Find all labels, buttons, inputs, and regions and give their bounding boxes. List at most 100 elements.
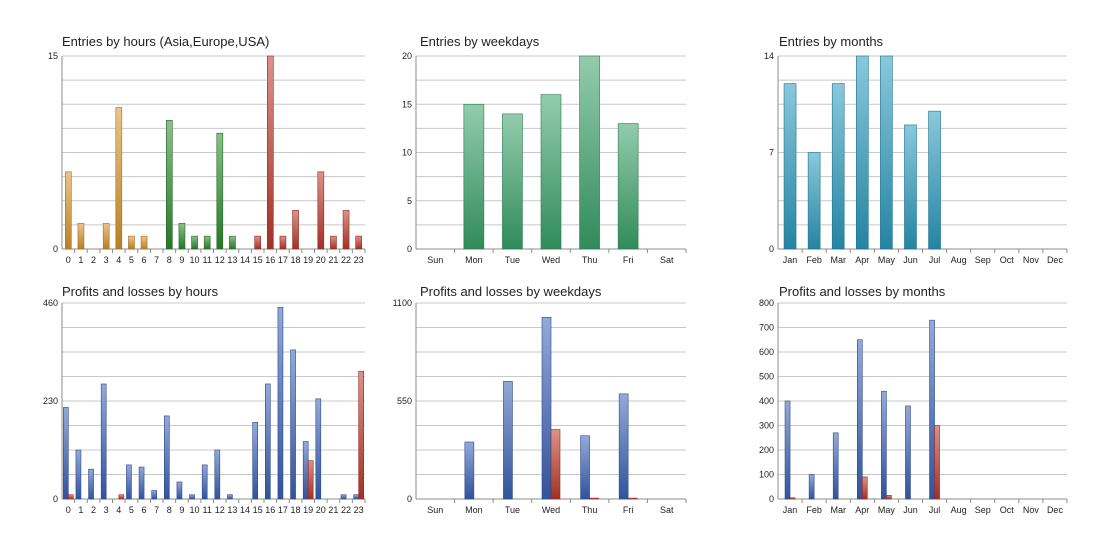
y-tick-label: 700 [759,323,774,333]
x-tick-label: Jan [783,505,798,515]
bar [88,468,94,500]
x-tick-label: 23 [354,255,364,265]
y-tick-label: 300 [759,421,774,431]
bar [292,210,299,250]
bar [807,152,821,250]
chart-title: Entries by weekdays [420,34,540,49]
x-tick-label: 6 [142,255,147,265]
bar [503,381,513,500]
bar [128,235,135,250]
x-tick-label: 1 [78,255,83,265]
x-tick-label: Sat [660,255,674,265]
chart-profits-losses-by-weekdays-svg: Profits and losses by weekdays 0 550 1100 S… [393,284,687,515]
x-tick-label: Wed [542,255,560,265]
bar [252,422,258,500]
x-tick-label: 6 [142,505,147,515]
bar [63,407,69,500]
x-tick-label: 22 [341,255,351,265]
bar [191,235,198,250]
bar [627,497,638,500]
bar [928,110,941,250]
y-tick-label: 0 [407,494,412,504]
x-tick-label: 2 [91,255,96,265]
bar [617,123,639,250]
x-tick-label: 12 [215,255,225,265]
x-tick-label: 17 [278,255,288,265]
y-tick-label: 0 [769,244,774,254]
x-tick-label: Sep [975,255,991,265]
x-tick-label: 22 [341,505,351,515]
bar [189,494,195,500]
bar [65,171,72,250]
bar [589,497,599,500]
chart-profits-losses-by-hours: Profits and losses by hours 0 230 460 0 1 2 3 4… [0,272,371,544]
bar [783,83,797,250]
bar [579,55,600,250]
y-tick-label: 7 [769,148,774,158]
bar [463,103,485,250]
bar [540,94,562,250]
y-tick-label: 0 [53,494,58,504]
bar [541,316,552,500]
x-tick-label: Jul [929,505,941,515]
chart-title: Profits and losses by months [779,284,946,299]
chart-entries-by-weekdays: Entries by weekdays 0 5 10 15 20 Sun Mon Tue Wed… [371,0,742,272]
x-tick-label: May [878,505,896,515]
bar [832,432,839,500]
x-tick-label: 12 [215,505,225,515]
x-tick-label: 16 [265,505,275,515]
x-tick-label: 20 [316,505,326,515]
bar [340,494,347,500]
x-tick-label: Nov [1023,505,1040,515]
x-tick-label: Mar [830,505,846,515]
x-tick-label: 19 [303,505,313,515]
x-tick-label: 8 [167,255,172,265]
y-tick-label: 5 [407,196,412,206]
x-tick-label: Jul [929,255,941,265]
x-tick-label: Oct [1000,255,1015,265]
y-tick-label: 15 [48,51,58,61]
x-tick-label: 15 [253,505,263,515]
x-tick-label: 13 [227,255,237,265]
bar [166,120,173,250]
x-tick-label: Apr [855,255,869,265]
x-tick-label: Aug [951,255,967,265]
x-tick-label: Apr [855,505,869,515]
x-tick-label: 10 [190,505,200,515]
bar [151,490,157,500]
bar [265,383,271,500]
x-tick-label: 1 [78,505,83,515]
bar [831,83,845,250]
bar [929,319,935,500]
x-tick-label: Sep [975,505,991,515]
x-tick-label: 23 [354,505,364,515]
bar [267,55,274,250]
bar [861,476,868,500]
x-tick-label: Aug [951,505,967,515]
bar [140,235,148,250]
y-tick-label: 20 [402,51,412,61]
bar [905,405,911,500]
bar [290,349,296,500]
x-tick-label: Oct [1000,505,1015,515]
bar [856,339,863,500]
x-tick-label: 7 [154,505,159,515]
x-tick-label: 3 [104,505,109,515]
x-tick-label: 14 [240,505,250,515]
bar [302,441,309,500]
x-tick-label: 16 [265,255,275,265]
bar [102,222,110,250]
bar [118,494,125,500]
x-tick-label: Tue [505,255,520,265]
y-tick-label: 500 [759,372,774,382]
bar [277,306,284,500]
x-tick-label: 7 [154,255,159,265]
bar [618,393,629,500]
x-tick-label: 9 [179,505,184,515]
bar [203,235,211,250]
x-tick-label: 10 [190,255,200,265]
x-tick-label: 18 [291,505,301,515]
bar [342,210,350,250]
x-tick-label: 17 [278,505,288,515]
